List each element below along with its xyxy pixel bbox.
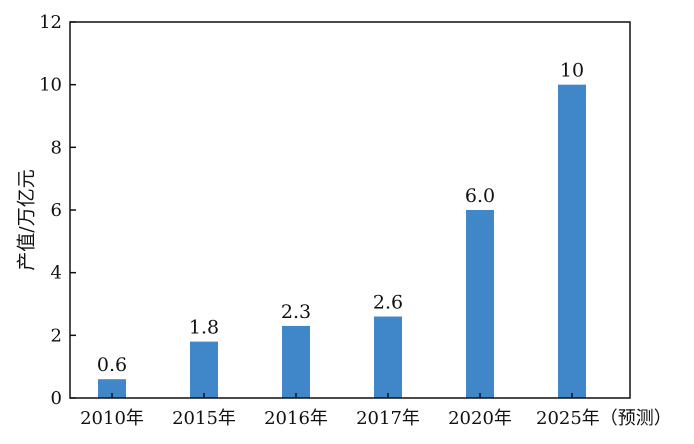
y-tick-label: 6 — [51, 200, 62, 221]
bar-series — [98, 84, 586, 399]
data-label: 6.0 — [465, 185, 495, 207]
bar — [466, 210, 494, 398]
y-tick-label: 12 — [39, 12, 62, 33]
data-label: 2.6 — [373, 292, 403, 314]
x-axis: 2010年 2015年 2016年 2017年 2020年 2025年（预测） — [80, 393, 672, 429]
bar — [558, 84, 586, 399]
plot-frame — [69, 21, 631, 399]
data-label: 0.6 — [97, 354, 127, 376]
data-label: 1.8 — [189, 317, 219, 339]
y-tick-label: 4 — [51, 263, 62, 284]
x-tick-label: 2010年 — [80, 408, 144, 429]
bar — [190, 341, 218, 398]
data-label: 10 — [560, 60, 584, 82]
bar — [374, 316, 402, 398]
y-axis: 0 2 4 6 8 10 12 — [39, 12, 76, 409]
x-tick-label: 2017年 — [356, 408, 420, 429]
x-tick-label: 2015年 — [172, 408, 236, 429]
x-tick-label: 2020年 — [448, 408, 512, 429]
bar — [282, 325, 310, 398]
x-tick-label: 2016年 — [264, 408, 328, 429]
y-tick-label: 8 — [51, 137, 62, 158]
bar — [98, 379, 126, 398]
y-tick-label: 10 — [39, 75, 62, 96]
x-tick-label: 2025年（预测） — [536, 408, 672, 429]
data-label: 2.3 — [281, 301, 311, 323]
data-labels: 0.6 1.8 2.3 2.6 6.0 10 — [97, 60, 584, 377]
y-axis-title: 产值/万亿元 — [16, 169, 38, 270]
y-tick-label: 2 — [51, 325, 62, 346]
y-tick-label: 0 — [51, 388, 62, 409]
